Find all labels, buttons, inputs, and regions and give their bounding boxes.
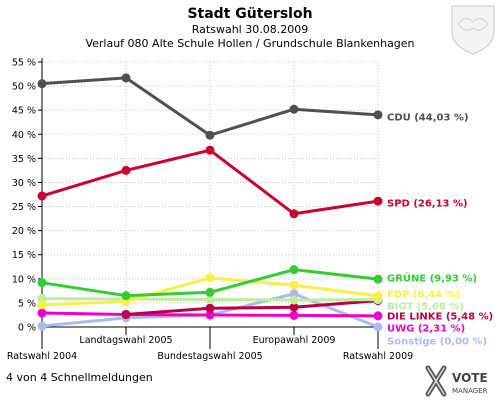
x-tick-label: Ratswahl 2004: [7, 351, 77, 362]
data-point: [37, 294, 47, 304]
series-label: GRÜNE (9,93 %): [387, 271, 477, 285]
chart-subtitle-date: Ratswahl 30.08.2009: [192, 23, 308, 36]
data-point: [289, 295, 299, 305]
logo-line1: VOTE: [452, 371, 488, 385]
logo-line2: MANAGER: [452, 387, 488, 395]
y-tick-label: 50 %: [12, 82, 36, 93]
y-tick-label: 45 %: [12, 106, 36, 117]
data-point: [37, 300, 47, 310]
y-tick-label: 35 %: [12, 154, 36, 165]
data-point: [289, 209, 299, 219]
series-label: SPD (26,13 %): [387, 199, 468, 210]
data-point: [289, 104, 299, 114]
data-point: [121, 291, 131, 301]
data-point: [121, 309, 131, 319]
data-point: [205, 303, 215, 313]
data-point: [373, 110, 383, 120]
chart-series-labels: CDU (44,03 %) SPD (26,13 %) GRÜNE (9,93 %)…: [387, 113, 493, 348]
chart-axes: 0 % 5 % 10 % 15 % 20 % 25 % 30 % 35 % 40 % 45 % 50…: [7, 58, 413, 363]
y-tick-label: 15 %: [12, 250, 36, 261]
vote-manager-x-icon: [425, 365, 447, 397]
y-tick-label: 30 %: [12, 178, 36, 189]
y-tick-label: 0 %: [18, 323, 36, 334]
series-label: DIE LINKE (5,48 %): [387, 312, 493, 323]
data-point: [37, 308, 47, 318]
chart-title: Stadt Gütersloh: [187, 6, 312, 22]
data-point: [373, 311, 383, 321]
data-point: [37, 191, 47, 201]
x-tick-label: Bundestagswahl 2005: [157, 351, 262, 362]
data-point: [289, 265, 299, 275]
data-point: [205, 310, 215, 320]
y-tick-label: 20 %: [12, 226, 36, 237]
data-point: [205, 145, 215, 155]
data-point: [289, 302, 299, 312]
vote-manager-logo: VOTE MANAGER: [425, 365, 488, 397]
data-point: [37, 321, 47, 331]
x-tick-label: Europawahl 2009: [253, 335, 336, 346]
data-point: [205, 295, 215, 305]
x-tick-label: Landtagswahl 2005: [79, 335, 172, 346]
series-line-die-linke: [125, 299, 379, 316]
footer-status: 4 von 4 Schnellmeldungen: [6, 371, 153, 384]
data-point: [289, 310, 299, 320]
data-point: [37, 79, 47, 89]
series-label: Sonstige (0,00 %): [387, 337, 487, 348]
data-point: [121, 165, 131, 175]
data-point: [205, 273, 215, 283]
y-tick-label: 10 %: [12, 274, 36, 285]
data-point: [289, 280, 299, 290]
series-label: FDP (6,44 %): [387, 290, 460, 301]
series-label: UWG (2,31 %): [387, 324, 465, 335]
y-tick-label: 25 %: [12, 202, 36, 213]
chart-subtitle-district: Verlauf 080 Alte Schule Hollen / Grundsc…: [85, 37, 414, 50]
y-tick-label: 5 %: [18, 298, 36, 309]
y-tick-label: 40 %: [12, 130, 36, 141]
series-label: BIGT (5,68 %): [387, 302, 464, 313]
coat-of-arms-icon: [451, 5, 495, 55]
data-point: [121, 73, 131, 83]
data-point: [37, 278, 47, 288]
chart-grid: [41, 61, 379, 328]
chart-series: [37, 73, 383, 332]
data-point: [205, 287, 215, 297]
data-point: [373, 274, 383, 284]
y-tick-label: 55 %: [12, 58, 36, 69]
series-label: CDU (44,03 %): [387, 113, 469, 124]
data-point: [205, 130, 215, 140]
data-point: [373, 322, 383, 332]
data-point: [373, 291, 383, 301]
data-point: [289, 289, 299, 299]
data-point: [373, 196, 383, 206]
x-tick-label: Ratswahl 2009: [343, 351, 413, 362]
